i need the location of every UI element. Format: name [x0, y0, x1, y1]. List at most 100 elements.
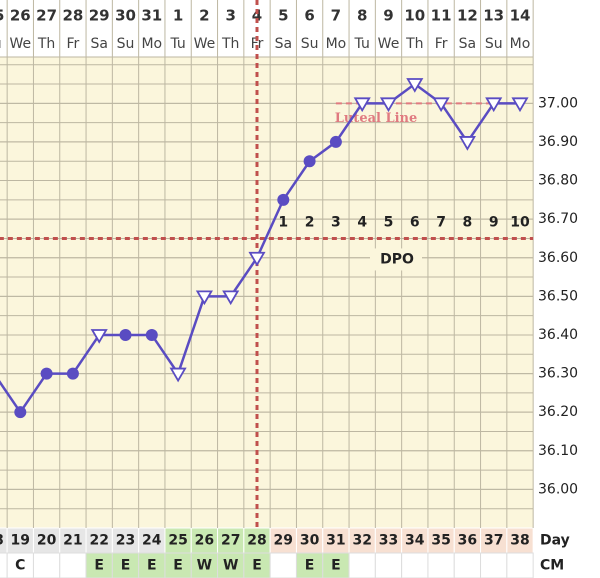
temperature-triangle [353, 97, 371, 113]
weekday-label: We [194, 36, 216, 52]
temperature-dot [40, 367, 53, 380]
y-tick-label: 36.00 [538, 481, 578, 497]
date-label: 25 [0, 7, 4, 25]
weekday-label: Tu [169, 36, 185, 52]
cm-value: W [197, 558, 212, 574]
cm-cell [374, 552, 403, 578]
date-label: 5 [278, 7, 288, 25]
cycle-day: 23 [116, 533, 135, 549]
dpo-number: 3 [331, 214, 341, 230]
cm-value: E [252, 558, 262, 574]
weekday-label: Sa [90, 36, 107, 52]
dpo-number: 10 [510, 214, 530, 230]
cycle-day-cell [506, 527, 534, 554]
date-label: 7 [331, 7, 341, 25]
date-label: 2 [199, 7, 209, 25]
weekday-label: Su [301, 36, 319, 52]
y-tick-label: 36.30 [538, 366, 578, 382]
weekday-label: Su [485, 36, 503, 52]
cm-value: E [173, 558, 183, 574]
date-label: 4 [252, 7, 262, 25]
cm-value: W [223, 558, 238, 574]
temperature-dot [277, 193, 290, 206]
temperature-triangle [222, 290, 240, 306]
cycle-day-cell [295, 527, 324, 554]
cycle-day: 33 [379, 533, 398, 549]
y-tick-label: 36.80 [538, 173, 578, 189]
weekday-label: Mo [141, 36, 162, 52]
dpo-number: 6 [410, 214, 420, 230]
temperature-triangle [90, 329, 108, 344]
date-label: 9 [383, 7, 393, 25]
cm-cell [427, 552, 455, 578]
date-label: 1 [173, 7, 183, 25]
y-tick-label: 36.50 [538, 288, 578, 304]
cm-cell [401, 552, 429, 578]
cycle-day-cell [322, 527, 350, 554]
weekday-label: Th [37, 36, 55, 52]
cm-cell [480, 552, 508, 578]
cycle-day: 38 [510, 533, 529, 549]
cm-cell [348, 552, 376, 578]
cycle-day-cell [217, 527, 245, 554]
temperature-triangle [379, 97, 398, 113]
cycle-day: 32 [352, 533, 371, 549]
cm-value: E [305, 558, 315, 574]
dpo-number: 2 [305, 214, 315, 230]
cm-cell [453, 552, 482, 578]
cycle-day: 29 [274, 533, 293, 549]
cycle-day-cell [401, 527, 429, 554]
temperature-triangle [406, 78, 424, 93]
cycle-day: 31 [326, 533, 345, 549]
cm-cell [85, 552, 113, 578]
weekday-label: Th [221, 36, 239, 52]
cycle-day: 18 [0, 533, 4, 549]
y-tick-label: 36.70 [538, 211, 578, 227]
cycle-day: 25 [168, 533, 187, 549]
temperature-dot [66, 367, 79, 380]
weekday-label: Su [117, 36, 135, 52]
cm-value: E [331, 558, 341, 574]
temperature-triangle [248, 251, 266, 267]
cycle-day-cell [480, 527, 508, 554]
y-tick-label: 36.40 [538, 327, 578, 343]
cm-cell [190, 552, 219, 578]
cm-value: E [147, 558, 157, 574]
weekday-label: Fr [251, 36, 264, 52]
cm-cell [322, 552, 350, 578]
date-label: 3 [225, 7, 235, 25]
temperature-dot [14, 406, 27, 419]
dpo-number: 7 [436, 214, 446, 230]
cycle-day: 19 [11, 533, 30, 549]
weekday-label: We [9, 36, 31, 52]
date-label: 8 [357, 7, 367, 25]
weekday-label: Th [405, 36, 423, 52]
weekday-label: Tu [354, 36, 370, 52]
y-tick-label: 36.10 [538, 443, 578, 459]
weekday-label: Tu [0, 36, 2, 52]
cycle-day: 24 [142, 533, 162, 549]
date-label: 14 [510, 7, 531, 25]
cm-value: E [94, 558, 104, 574]
date-label: 12 [457, 7, 478, 25]
date-label: 29 [89, 7, 110, 25]
temperature-triangle [432, 97, 450, 113]
cm-cell [269, 552, 297, 578]
temperature-dot [145, 328, 158, 341]
cm-cell [217, 552, 245, 578]
cm-value: E [121, 558, 131, 574]
cycle-day: 20 [37, 533, 57, 549]
date-label: 10 [404, 7, 425, 25]
weekday-label: Sa [275, 36, 292, 52]
date-label: 26 [10, 7, 31, 25]
weekday-label: Mo [510, 36, 531, 52]
weekday-label: We [378, 36, 400, 52]
dpo-number: 1 [278, 214, 288, 230]
y-tick-label: 36.20 [538, 404, 578, 420]
temperature-dot [329, 135, 342, 148]
dpo-number: 4 [357, 214, 367, 230]
cycle-day: 37 [484, 533, 503, 549]
temperature-triangle [169, 367, 187, 383]
temperature-dot [303, 155, 316, 168]
cm-cell [0, 552, 8, 578]
